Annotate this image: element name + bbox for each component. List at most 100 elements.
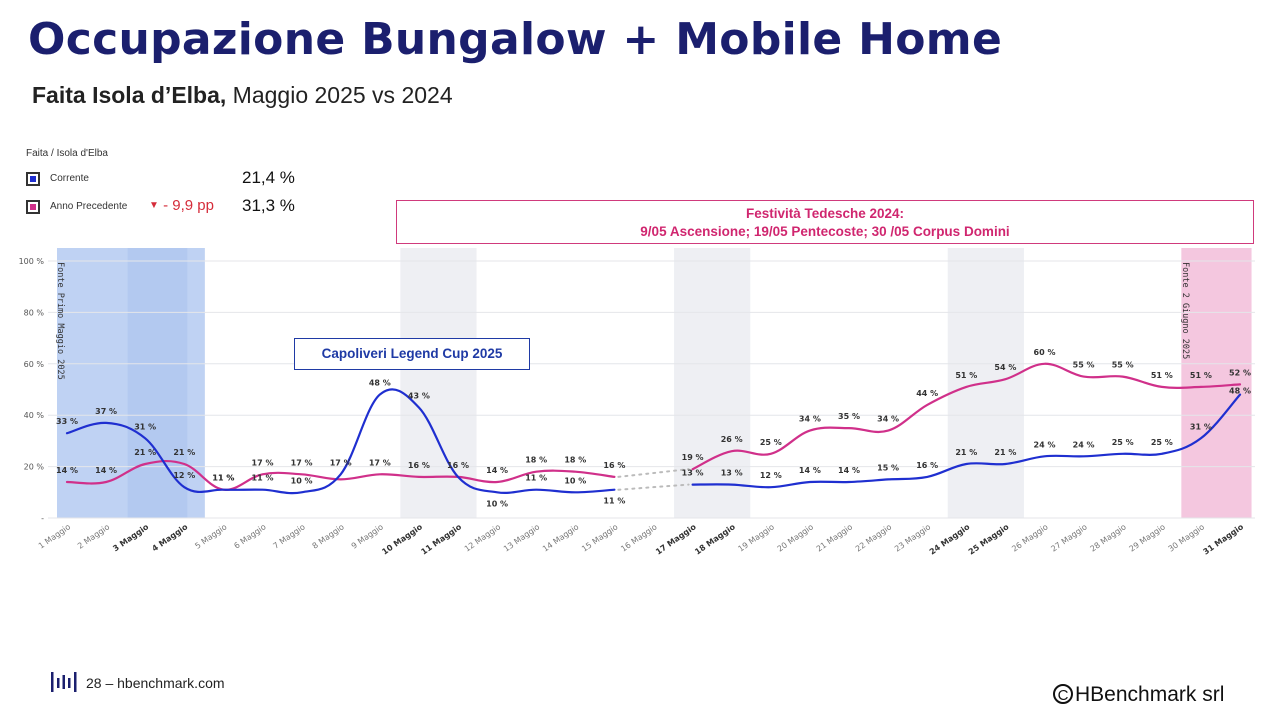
x-tick-label: 29 Maggio [1128,522,1167,553]
x-tick-label: 16 Maggio [619,522,658,553]
data-label: 18 % [564,456,586,465]
data-label: 34 % [799,415,821,424]
x-tick-label: 17 Maggio [654,522,698,557]
x-tick-label: 13 Maggio [502,522,541,553]
data-label: 37 % [95,407,117,416]
copyright-text: HBenchmark srl [1075,683,1225,706]
data-label: 21 % [134,448,156,457]
data-label: 33 % [56,417,78,426]
data-label: 13 % [721,469,743,478]
y-tick-label: 60 % [24,360,45,369]
data-label: 48 % [1229,387,1251,396]
x-tick-label: 3 Maggio [111,522,150,553]
x-tick-label: 15 Maggio [580,522,619,553]
data-label: 17 % [369,458,391,467]
series-gap-connector [617,483,690,491]
data-label: 17 % [291,458,313,467]
data-label: 52 % [1229,368,1251,377]
data-label: 16 % [408,461,430,470]
x-tick-label: 21 Maggio [815,522,854,553]
data-label: 51 % [1151,371,1173,380]
hbenchmark-logo-icon [51,672,77,692]
legend-value-current: 21,4 % [242,168,295,187]
y-tick-label: 20 % [24,463,45,472]
footer-page-number: 28 – hbenchmark.com [86,675,225,691]
y-tick-label: - [41,514,44,523]
data-label: 48 % [369,379,391,388]
data-label: 16 % [603,461,625,470]
x-tick-label: 1 Maggio [37,522,72,550]
data-label: 21 % [955,448,977,457]
data-label: 60 % [1034,348,1056,357]
x-tick-label: 25 Maggio [967,522,1011,557]
festivita-annotation: Festività Tedesche 2024: 9/05 Ascensione… [396,200,1254,244]
data-label: 14 % [799,466,821,475]
x-tick-label: 22 Maggio [854,522,893,553]
data-label: 55 % [1073,361,1095,370]
data-label: 14 % [56,466,78,475]
x-tick-label: 19 Maggio [737,522,776,553]
legend-item-previous[interactable]: Anno Precedente ▼ - 9,9 pp 31,3 % [26,196,326,220]
weekend-band [400,248,477,518]
x-tick-label: 18 Maggio [693,522,737,557]
data-label: 55 % [1112,361,1134,370]
weekend-band [674,248,751,518]
data-label: 10 % [564,476,586,485]
data-label: 26 % [721,435,743,444]
data-label: 10 % [291,476,313,485]
source-band [1181,248,1252,518]
data-label: 11 % [252,474,274,483]
data-label: 17 % [330,458,352,467]
legend-item-current[interactable]: Corrente 21,4 % [26,168,326,192]
x-tick-label: 28 Maggio [1088,522,1127,553]
data-label: 44 % [916,389,938,398]
data-label: 54 % [994,363,1016,372]
data-label: 12 % [173,471,195,480]
data-label: 11 % [603,497,625,506]
x-tick-label: 5 Maggio [193,522,228,550]
data-label: 35 % [838,412,860,421]
data-label: 25 % [1151,438,1173,447]
x-tick-label: 2 Maggio [76,522,111,550]
legend-delta-value: - 9,9 pp [163,197,214,214]
data-label: 14 % [95,466,117,475]
legend-swatch-previous[interactable] [26,200,40,214]
data-label: 17 % [252,458,274,467]
x-tick-label: 7 Maggio [272,522,307,550]
data-label: 24 % [1073,440,1095,449]
x-tick-label: 11 Maggio [420,522,464,557]
data-label: 11 % [525,474,547,483]
x-tick-label: 9 Maggio [350,522,385,550]
data-label: 14 % [486,466,508,475]
data-label: 16 % [916,461,938,470]
x-tick-label: 31 Maggio [1202,522,1246,557]
data-label: 15 % [877,463,899,472]
series-line-anno-precedente [65,459,616,491]
legend-swatch-current[interactable] [26,172,40,186]
data-label: 10 % [486,499,508,508]
series-gap-connector [617,468,690,478]
x-tick-label: 27 Maggio [1049,522,1088,553]
y-tick-label: 80 % [24,308,45,317]
data-label: 21 % [173,448,195,457]
data-label: 16 % [447,461,469,470]
source-band-label: Fonte 2 Giugno 2025 [1180,262,1190,359]
data-label: 21 % [994,448,1016,457]
legend-label-previous: Anno Precedente [50,201,128,212]
x-tick-label: 14 Maggio [541,522,580,553]
y-tick-label: 100 % [19,257,45,266]
page-title: Occupazione Bungalow + Mobile Home [28,14,1003,65]
data-label: 25 % [760,438,782,447]
legend-value-previous: 31,3 % [242,196,295,215]
data-label: 14 % [838,466,860,475]
x-tick-label: 20 Maggio [776,522,815,553]
down-triangle-icon: ▼ [149,200,159,211]
data-label: 19 % [682,453,704,462]
data-label: 11 % [212,474,234,483]
subtitle-location: Faita Isola d’Elba, [32,82,227,108]
x-tick-label: 24 Maggio [928,522,972,557]
data-label: 31 % [1190,422,1212,431]
data-label: 43 % [408,391,430,400]
legend-group-label: Faita / Isola d'Elba [26,148,108,159]
x-tick-label: 6 Maggio [232,522,267,550]
